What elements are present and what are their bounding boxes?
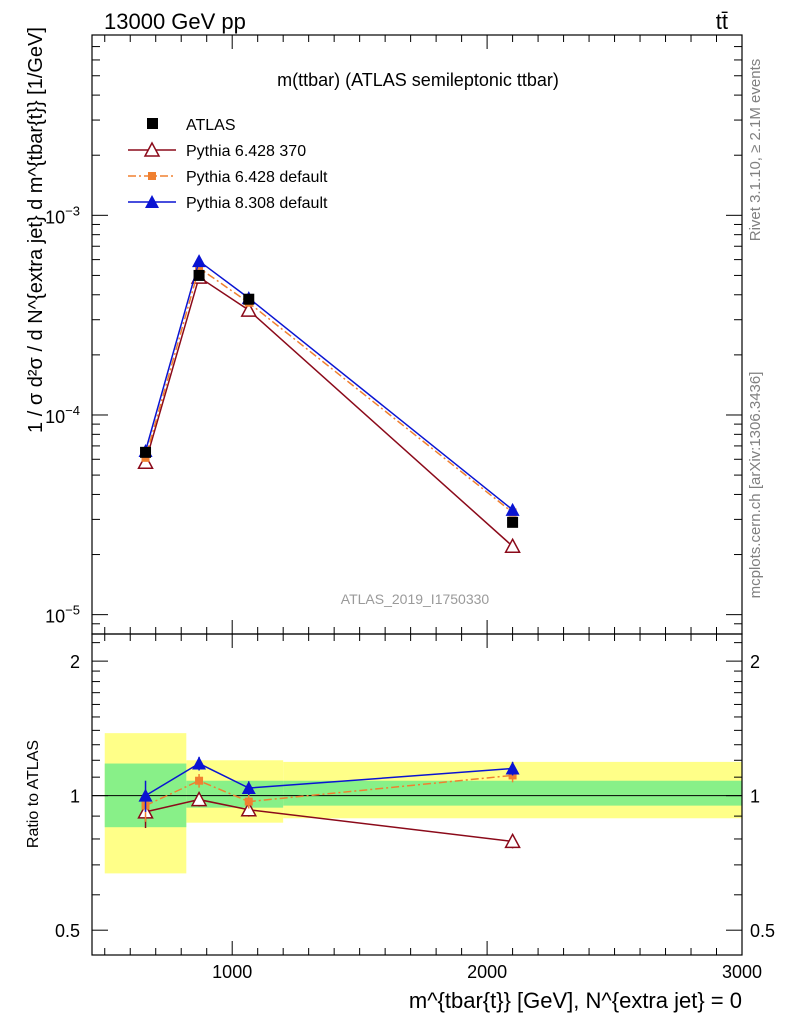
ratio-point-pythia-8-308-default-1: [192, 756, 207, 770]
ratio-tick-label-left-1: 1: [70, 787, 80, 807]
ratio-tick-label-right-2: 2: [750, 652, 760, 672]
point-atlas-2: [243, 293, 255, 305]
point-pythia-6-428-370-3: [504, 537, 521, 554]
ratio-point-pythia-6-428-370-2: [240, 801, 258, 817]
x-tick-label-2000: 2000: [467, 962, 507, 982]
y-tick-label-10-5: 10−5: [45, 603, 80, 627]
ratio-point-pythia-8-308-default-0: [138, 788, 153, 802]
series-line-pythia-6-428-370: [144, 275, 514, 547]
point-pythia-8-308-default-1: [192, 254, 207, 268]
y-tick-label-10-3: 10−3: [45, 203, 80, 227]
x-tick-label-1000: 1000: [212, 962, 252, 982]
ratio-point-pythia-6-428-default-1: [195, 776, 204, 785]
legend-entry-pythia8-default: Pythia 8.308 default: [128, 195, 328, 212]
energy-label: 13000 GeV pp: [104, 9, 246, 34]
point-atlas-1: [193, 269, 205, 281]
uncertainty-band-green-2: [283, 780, 742, 806]
analysis-id: ATLAS_2019_I1750330: [341, 591, 490, 607]
ratio-line-pythia-8-308-default: [145, 762, 513, 797]
series-line-pythia-8-308-default: [144, 259, 514, 511]
ratio-point-pythia-6-428-default-2: [244, 797, 253, 806]
legend-marker-pythia8-default: [145, 195, 159, 208]
legend: ATLAS Pythia 6.428 370 Pythia 6.428 defa…: [128, 117, 328, 212]
legend-entry-pythia6-370: Pythia 6.428 370: [128, 141, 306, 160]
legend-label-pythia6-370: Pythia 6.428 370: [186, 143, 306, 160]
rivet-label: Rivet 3.1.10, ≥ 2.1M events: [747, 59, 764, 242]
point-pythia-8-308-default-3: [505, 502, 520, 516]
ratio-point-pythia-6-428-370-1: [190, 790, 208, 807]
point-pythia-6-428-default-0: [141, 453, 150, 462]
y-tick-label-10-4: 10−4: [45, 403, 80, 427]
legend-marker-pythia6-370: [143, 141, 161, 157]
ratio-point-pythia-6-428-370-3: [504, 832, 521, 849]
point-atlas-3: [507, 516, 519, 528]
ratio-panel: 1000 2000 3000 0.5 0.5 1 1 2 2: [55, 633, 775, 982]
legend-marker-atlas: [147, 118, 158, 129]
ratio-tick-label-right-1: 1: [750, 787, 760, 807]
ratio-line-pythia-6-428-default: [145, 774, 513, 807]
legend-label-pythia8-default: Pythia 8.308 default: [186, 195, 328, 212]
ratio-frame: [91, 633, 743, 956]
ratio-point-pythia-8-308-default-2: [241, 781, 256, 795]
legend-entry-pythia6-default: Pythia 6.428 default: [128, 169, 328, 186]
ratio-tick-label-left-0-5: 0.5: [55, 921, 80, 941]
legend-marker-pythia6-default: [148, 172, 156, 180]
legend-label-pythia6-default: Pythia 6.428 default: [186, 169, 328, 186]
point-pythia-6-428-default-1: [195, 263, 204, 272]
legend-entry-atlas: ATLAS: [147, 117, 236, 134]
point-atlas-0: [140, 446, 152, 458]
point-pythia-6-428-370-2: [240, 301, 258, 317]
upper-y-axis-label: 1 / σ d²σ / d N^{extra jet} d m^{tbar{t}…: [25, 27, 47, 433]
x-tick-label-3000: 3000: [722, 962, 762, 982]
x-axis-label: m^{tbar{t}} [GeV], N^{extra jet} = 0: [409, 988, 742, 1013]
lower-y-axis-label: Ratio to ATLAS: [25, 740, 42, 848]
ratio-line-pythia-6-428-370: [145, 798, 513, 843]
source-label: mcplots.cern.ch [arXiv:1306.3436]: [747, 372, 764, 599]
process-label: tt̄: [716, 9, 728, 34]
ratio-tick-label-left-2: 2: [70, 652, 80, 672]
legend-label-atlas: ATLAS: [186, 117, 236, 134]
upper-panel: 10−5 10−4 10−3: [45, 34, 743, 635]
ratio-point-pythia-8-308-default-3: [505, 761, 520, 775]
plot-title: m(ttbar) (ATLAS semileptonic ttbar): [277, 70, 559, 90]
ratio-tick-label-right-0-5: 0.5: [750, 921, 775, 941]
series-line-pythia-6-428-default: [144, 266, 514, 514]
